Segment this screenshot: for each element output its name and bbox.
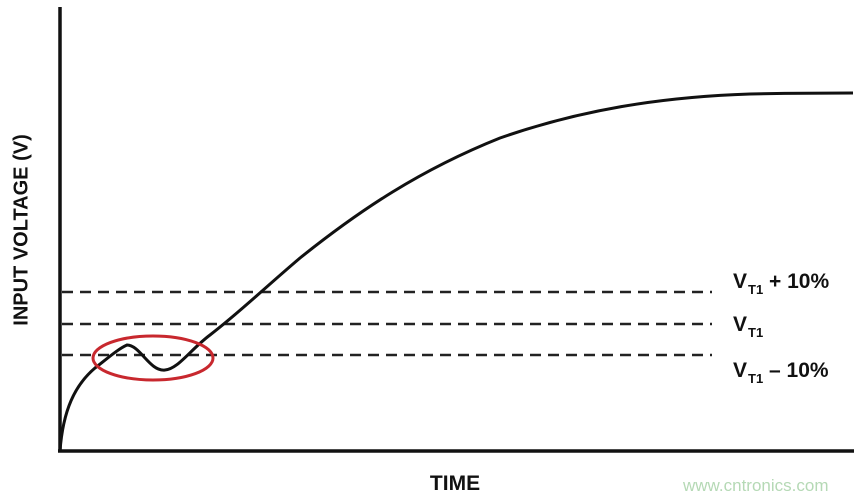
x-axis-label: TIME xyxy=(429,472,481,495)
input-voltage-curve xyxy=(58,91,854,452)
label-subscript: T1 xyxy=(748,371,764,386)
label-base: V xyxy=(733,313,748,336)
threshold-label-upper: VT1 + 10% xyxy=(733,270,829,297)
threshold-label-nominal: VT1 xyxy=(733,313,763,340)
label-suffix: – 10% xyxy=(763,359,829,382)
label-base: V xyxy=(733,359,748,382)
watermark: www.cntronics.com xyxy=(683,476,829,495)
threshold-label-lower: VT1 – 10% xyxy=(733,359,829,386)
y-axis-label: INPUT VOLTAGE (V) xyxy=(10,134,33,326)
label-base: V xyxy=(733,270,748,293)
label-subscript: T1 xyxy=(748,282,764,297)
glitch-highlight-ellipse xyxy=(91,334,215,382)
label-suffix: + 10% xyxy=(763,270,830,293)
label-subscript: T1 xyxy=(748,325,764,340)
